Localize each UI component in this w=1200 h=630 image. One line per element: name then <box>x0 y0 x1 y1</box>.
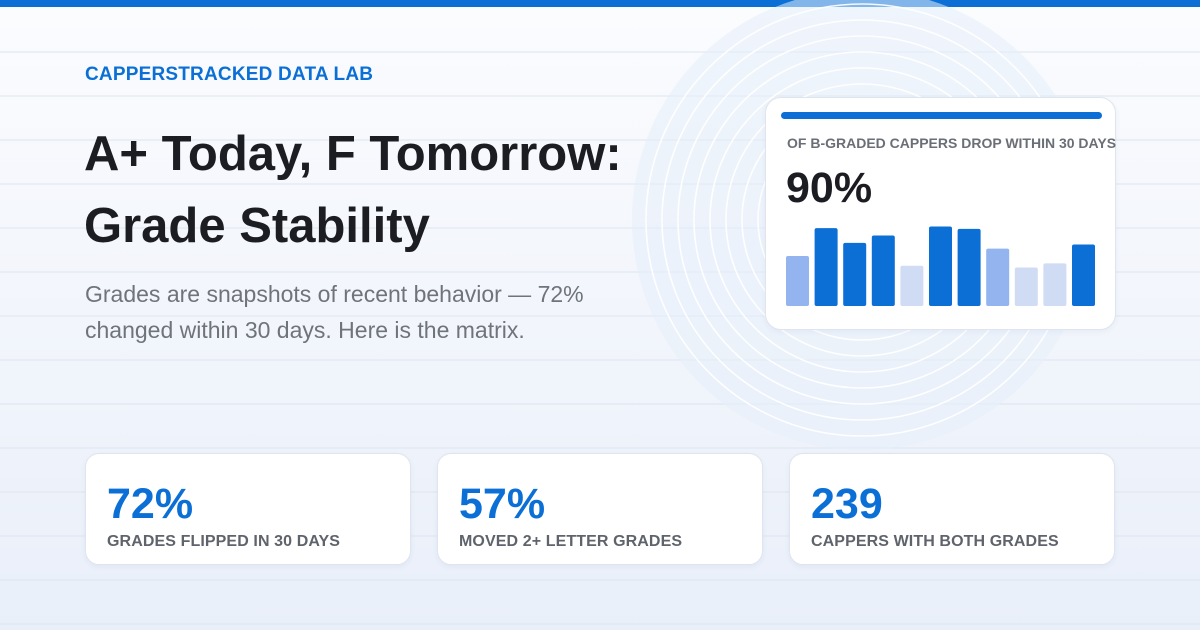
stat-card-moved-grades: 57% MOVED 2+ LETTER GRADES <box>437 453 763 565</box>
stat-label: GRADES FLIPPED IN 30 DAYS <box>107 533 341 550</box>
stat-card-cappers-both: 239 CAPPERS WITH BOTH GRADES <box>789 453 1115 565</box>
mini-chart-bar <box>1072 244 1095 306</box>
mini-chart-bar <box>1014 267 1038 306</box>
subtitle-line-1: Grades are snapshots of recent behavior … <box>85 281 584 307</box>
mini-chart-bar <box>957 228 981 306</box>
stat-value: 239 <box>811 480 883 528</box>
stat-label: MOVED 2+ LETTER GRADES <box>459 533 683 550</box>
stat-label: CAPPERS WITH BOTH GRADES <box>811 533 1059 550</box>
mini-bar-chart <box>786 226 1095 306</box>
mini-chart-bar <box>786 256 809 306</box>
mini-chart-bar <box>900 265 924 306</box>
title-line-2: Grade Stability <box>84 199 430 253</box>
title-line-1: A+ Today, F Tomorrow: <box>84 127 622 181</box>
mini-chart-bar <box>871 235 895 306</box>
subtitle: Grades are snapshots of recent behavior … <box>85 276 685 348</box>
mini-chart-bar <box>1043 263 1067 306</box>
subtitle-line-2: changed within 30 days. Here is the matr… <box>85 317 525 343</box>
eyebrow-label: CAPPERSTRACKED DATA LAB <box>85 64 374 85</box>
feature-stat-card: OF B-GRADED CAPPERS DROP WITHIN 30 DAYS … <box>765 97 1116 330</box>
stat-card-grades-flipped: 72% GRADES FLIPPED IN 30 DAYS <box>85 453 411 565</box>
page-title: A+ Today, F Tomorrow: Grade Stability <box>84 118 704 262</box>
feature-stat-label: OF B-GRADED CAPPERS DROP WITHIN 30 DAYS <box>787 135 1117 151</box>
mini-chart-bar <box>843 242 867 306</box>
stat-value: 57% <box>459 480 546 528</box>
mini-chart-bar <box>929 226 952 306</box>
feature-card-accent <box>781 112 1102 119</box>
mini-chart-bar <box>986 248 1010 306</box>
top-accent-bar <box>0 0 1200 7</box>
mini-chart-bar <box>814 228 838 306</box>
stat-value: 72% <box>107 480 194 528</box>
feature-stat-value: 90% <box>786 164 873 212</box>
